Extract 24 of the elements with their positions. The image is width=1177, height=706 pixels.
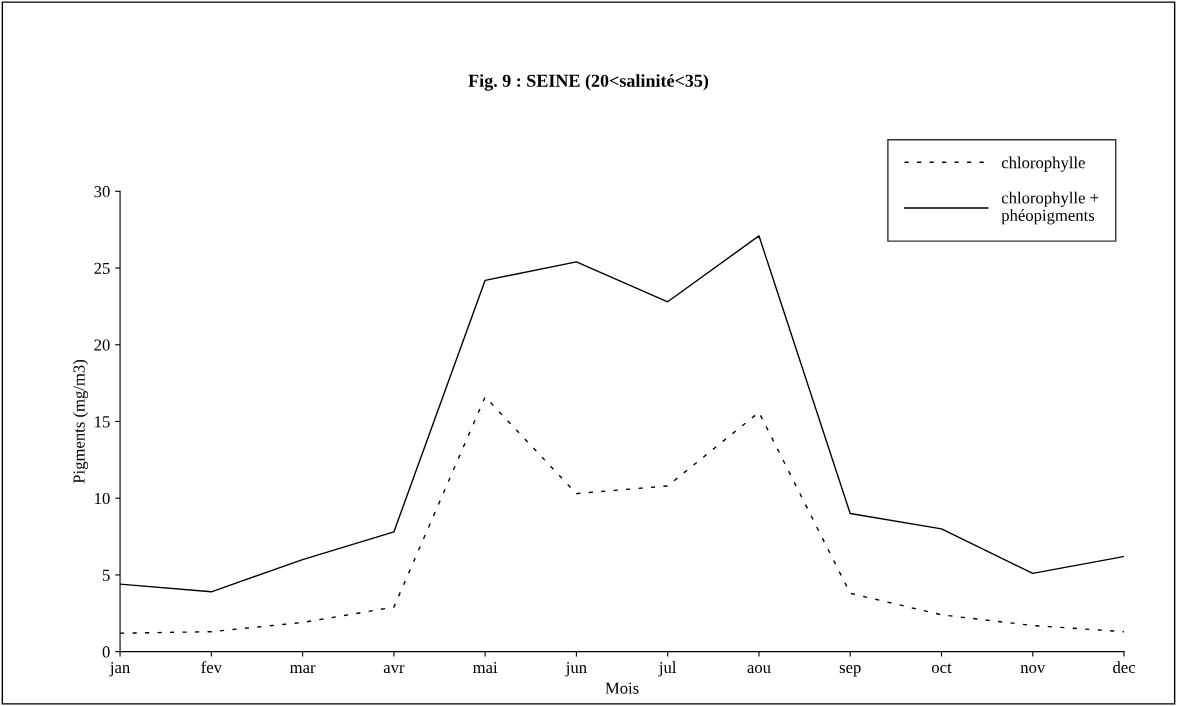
x-tick-label: jan xyxy=(109,661,130,677)
x-tick-label: jun xyxy=(565,661,587,677)
y-tick-label: 30 xyxy=(94,186,110,198)
x-tick-label: jul xyxy=(658,661,677,677)
x-tick-label: avr xyxy=(383,665,405,674)
y-tick-label: 25 xyxy=(94,262,110,274)
legend-label: chlorophylle + phéopigments xyxy=(1001,191,1099,225)
y-axis-title: Pigments (mg/m3) xyxy=(72,359,89,484)
x-tick-label: oct xyxy=(931,663,952,674)
chart-title: Fig. 9 : SEINE (20<salinité<35) xyxy=(468,74,709,91)
x-axis-title: Mois xyxy=(605,682,639,694)
x-tick-label: dec xyxy=(1113,661,1136,674)
y-tick-label: 5 xyxy=(102,569,110,581)
x-tick-label: mai xyxy=(472,661,498,674)
legend-label: chlorophylle xyxy=(1001,156,1085,172)
y-tick-label: 10 xyxy=(95,492,110,505)
x-tick-label: sep xyxy=(839,665,861,677)
y-tick-label: 15 xyxy=(95,416,110,428)
x-tick-label: aou xyxy=(747,665,771,674)
x-tick-label: mar xyxy=(289,665,316,674)
y-tick-label: 20 xyxy=(94,339,110,351)
y-tick-label: 0 xyxy=(102,646,110,658)
x-tick-label: fev xyxy=(201,661,222,674)
x-tick-label: nov xyxy=(1020,665,1046,674)
